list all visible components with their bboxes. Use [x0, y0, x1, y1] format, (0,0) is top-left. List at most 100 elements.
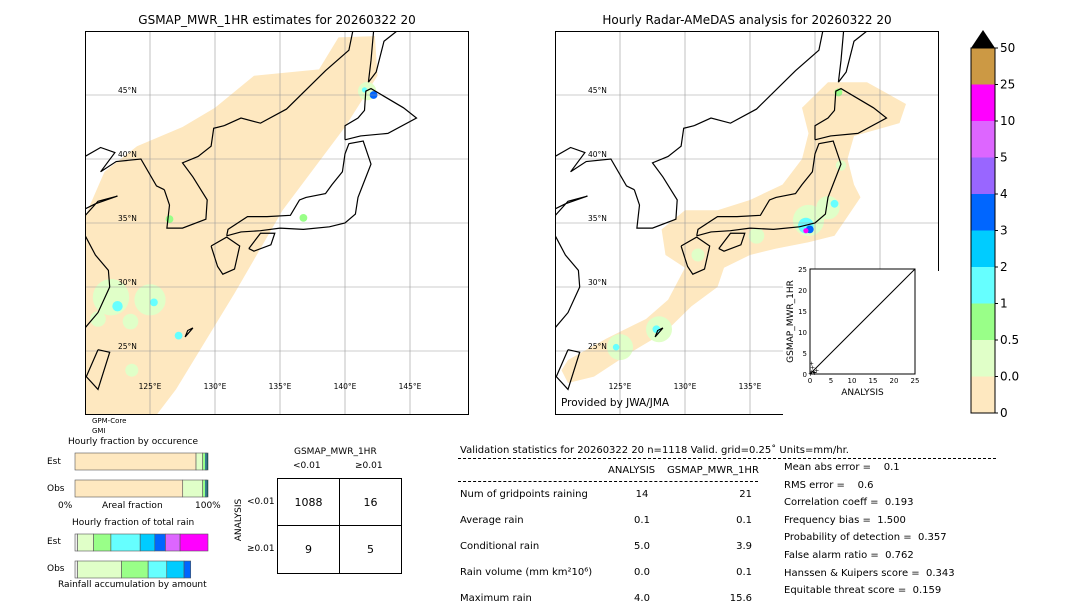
china-coast-coastline	[555, 146, 635, 191]
fraction-segment	[179, 533, 209, 552]
occurrence-axis-right: 100%	[195, 501, 221, 511]
total-rain-footer: Rainfall accumulation by amount	[58, 580, 207, 590]
fraction-segment	[183, 560, 192, 579]
russia-coastline	[223, 31, 354, 127]
fraction-segment	[182, 479, 203, 498]
x-tick-label: 25	[911, 377, 920, 385]
ryukyu-coastline	[654, 327, 664, 338]
stats-label: Conditional rain	[460, 541, 540, 552]
rain-patch	[174, 331, 183, 340]
contingency-row-axis: ANALYSIS	[234, 498, 245, 542]
stats-a: 0.0	[634, 567, 650, 578]
fraction-segment	[74, 479, 184, 498]
x-tick-label: 15	[869, 377, 878, 385]
fraction-segment	[206, 452, 209, 471]
colorbar-segment	[971, 230, 995, 267]
china-south-coastline	[85, 195, 118, 329]
rain-patch	[612, 343, 620, 351]
stats-g: 0.1	[736, 515, 752, 526]
occurrence-obs-label: Obs	[47, 484, 65, 494]
colorbar-label: 2	[1000, 260, 1008, 274]
rain-patch	[830, 199, 839, 208]
y-tick-label: 20	[798, 287, 807, 295]
stats-col-analysis: ANALYSIS	[608, 465, 656, 476]
occurrence-est-label: Est	[47, 457, 61, 467]
fraction-segment	[206, 479, 209, 498]
score-line: Probability of detection = 0.357	[784, 532, 947, 544]
rain-patch	[691, 248, 705, 262]
inset-ylabel: GSMAP_MWR_1HR	[786, 280, 796, 363]
colorbar-segment	[971, 121, 995, 158]
sensor-name: GPM-Core	[92, 417, 127, 425]
score-line: Frequency bias = 1.500	[784, 514, 906, 526]
stats-g: 15.6	[729, 593, 752, 604]
fraction-segment	[93, 533, 112, 552]
colorbar-label: 3	[1000, 224, 1008, 238]
inset-scatter: 00551010151520202525+++++++ANALYSISGSMAP…	[786, 266, 920, 398]
colorbar-label: 1	[1000, 297, 1008, 311]
rain-patch	[125, 363, 139, 377]
score-line: Correlation coeff = 0.193	[784, 497, 914, 509]
occurrence-bars	[74, 452, 209, 498]
fraction-segment	[147, 560, 168, 579]
taiwan-coastline	[85, 349, 111, 391]
fraction-segment	[195, 452, 203, 471]
lon-label: 130°E	[674, 382, 697, 391]
left-map-title: GSMAP_MWR_1HR estimates for 20260322 20	[138, 13, 416, 27]
fraction-segment	[139, 533, 156, 552]
stats-label: Num of gridpoints raining	[460, 489, 588, 500]
x-tick-label: 0	[808, 377, 812, 385]
fraction-segment	[154, 533, 166, 552]
sakhalin-coastline	[367, 31, 398, 83]
japan-hokkaido-coastline	[344, 87, 418, 141]
colorbar-segment	[971, 267, 995, 304]
rain-patch	[299, 213, 308, 222]
fraction-segment	[74, 533, 78, 552]
colorbar-segment	[971, 48, 995, 85]
x-tick-label: 5	[829, 377, 833, 385]
lon-label: 125°E	[139, 382, 162, 391]
lat-label: 30°N	[118, 278, 137, 287]
contingency-cell: 9	[277, 525, 340, 574]
colorbar-segment	[971, 194, 995, 231]
russia-coastline	[693, 31, 824, 127]
contingency-cell: 16	[339, 478, 402, 526]
rain-patch	[112, 301, 123, 312]
rain-patch	[122, 313, 139, 330]
japan-hokkaido-coastline	[814, 87, 888, 141]
data-credit: Provided by JWA/JMA	[561, 397, 670, 409]
stats-header: Validation statistics for 20260322 20 n=…	[460, 445, 849, 456]
colorbar-segment	[971, 157, 995, 194]
scatter-point: +	[809, 361, 814, 368]
y-tick-label: 0	[803, 371, 807, 379]
lat-label: 35°N	[118, 214, 137, 223]
fraction-segment	[202, 479, 206, 498]
map-frame	[85, 31, 469, 415]
fraction-segment	[202, 452, 206, 471]
y-tick-label: 5	[803, 350, 807, 358]
contingency-col-label: <0.01	[293, 461, 321, 471]
score-line: False alarm ratio = 0.762	[784, 550, 914, 561]
colorbar-segment	[971, 303, 995, 340]
lat-label: 40°N	[588, 150, 607, 159]
scatter-point: +	[812, 370, 817, 377]
lat-label: 45°N	[588, 86, 607, 95]
total-rain-est-label: Est	[47, 537, 61, 547]
stats-g: 21	[739, 489, 752, 500]
japan-honshu-coastline	[696, 140, 842, 237]
fraction-segment	[77, 560, 122, 579]
lon-label: 145°E	[399, 382, 422, 391]
left-map: 125°E 130°E 135°E 140°E 145°E 45°N 40°N 35°N 30°…	[85, 31, 469, 415]
colorbar-label: 0	[1000, 406, 1008, 418]
rain-patch	[748, 228, 765, 244]
x-tick-label: 20	[890, 377, 899, 385]
total-rain-bars	[74, 533, 209, 579]
scatter-point: +	[809, 369, 814, 376]
colorbar-segment	[971, 84, 995, 121]
analysis-coverage	[561, 82, 906, 383]
ryukyu-coastline	[184, 327, 194, 338]
map-frame	[555, 31, 939, 415]
china-south-coastline	[555, 195, 588, 329]
japan-shikoku-coastline	[248, 232, 276, 252]
colorbar: 0 0.01 0.5 1 2 3 4 5 10 25 50	[970, 30, 1020, 418]
